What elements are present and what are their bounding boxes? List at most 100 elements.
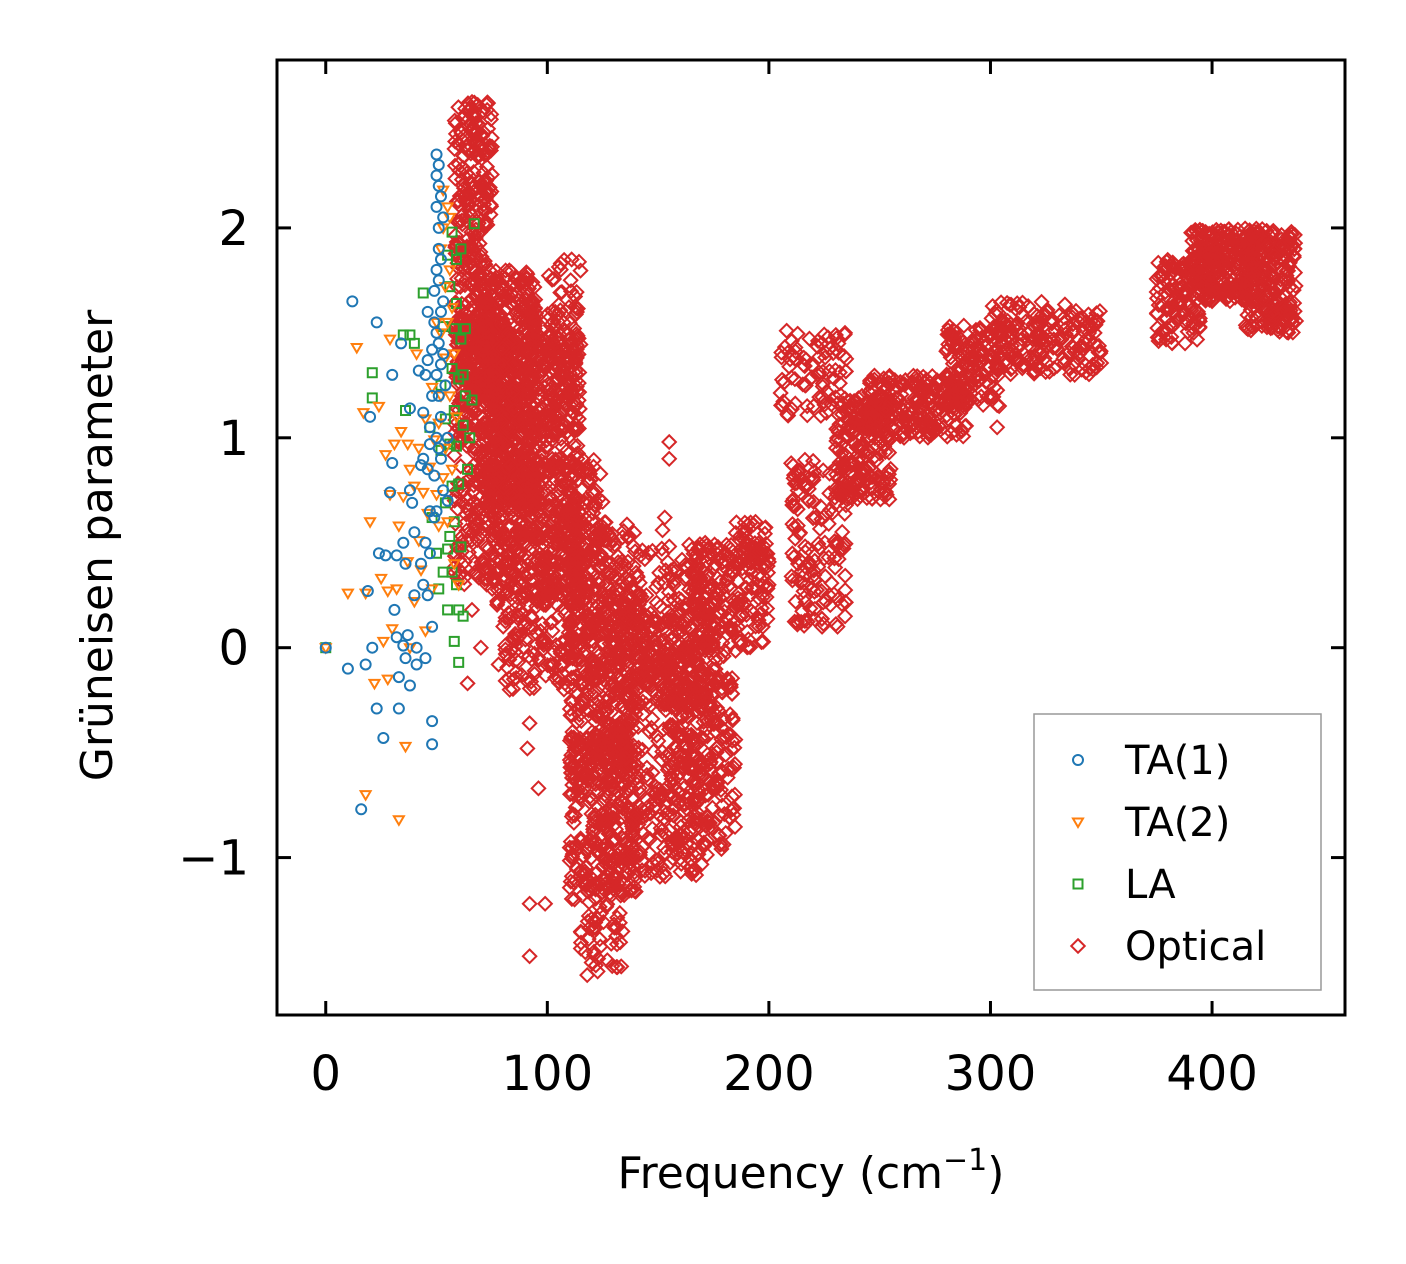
point-optical <box>962 349 980 366</box>
point-optical <box>461 255 479 272</box>
point-optical <box>806 571 823 588</box>
point-optical <box>602 844 619 861</box>
point-optical <box>724 592 741 609</box>
point-optical <box>623 882 640 899</box>
point-optical <box>471 521 488 538</box>
point-optical <box>606 867 623 884</box>
point-optical <box>938 412 955 429</box>
point-optical <box>700 751 717 769</box>
point-optical <box>635 825 652 842</box>
point-optical <box>695 713 712 731</box>
point-optical <box>638 799 656 816</box>
point-optical <box>813 610 831 627</box>
point-optical <box>652 665 669 683</box>
point-optical <box>521 619 538 636</box>
point-optical <box>449 259 467 276</box>
point-optical <box>581 794 598 811</box>
point-optical <box>542 400 559 418</box>
point-optical <box>563 513 580 531</box>
point-optical <box>685 749 702 766</box>
point-optical <box>555 453 572 470</box>
point-optical <box>944 355 962 372</box>
point-optical <box>604 634 621 652</box>
point-optical <box>454 342 471 360</box>
point-optical <box>706 674 723 692</box>
point-optical <box>577 490 595 508</box>
point-optical <box>679 753 696 770</box>
point-optical <box>892 392 909 410</box>
point-optical <box>828 458 845 476</box>
point-optical <box>486 455 503 473</box>
point-optical <box>552 645 570 662</box>
point-optical <box>603 650 620 667</box>
point-optical <box>501 516 519 534</box>
point-optical <box>785 466 803 484</box>
point-optical <box>781 351 799 368</box>
point-optical <box>638 676 655 694</box>
point-optical <box>497 262 514 279</box>
point-optical <box>729 594 746 611</box>
point-optical <box>706 629 724 646</box>
point-optical <box>478 101 496 119</box>
point-optical <box>722 541 739 558</box>
point-optical <box>543 584 560 602</box>
point-optical <box>494 340 511 357</box>
point-optical <box>549 537 567 554</box>
point-optical <box>451 427 468 445</box>
point-optical <box>789 517 806 534</box>
point-optical <box>592 531 609 549</box>
point-optical <box>553 477 570 494</box>
point-optical <box>506 402 523 419</box>
point-optical <box>776 338 794 356</box>
point-optical <box>858 489 876 507</box>
point-optical <box>697 534 714 551</box>
point-optical <box>616 627 634 645</box>
point-optical <box>563 839 581 857</box>
point-optical <box>544 302 561 320</box>
point-optical <box>620 850 637 868</box>
point-optical <box>796 589 813 606</box>
point-optical <box>688 714 706 732</box>
point-optical <box>629 699 646 716</box>
point-optical <box>678 835 695 852</box>
point-optical <box>710 765 728 782</box>
point-optical <box>524 330 541 348</box>
point-optical <box>747 513 764 531</box>
point-optical <box>484 580 501 598</box>
point-optical <box>644 764 661 781</box>
point-optical <box>556 605 574 623</box>
point-optical <box>551 334 568 352</box>
point-optical <box>698 568 716 585</box>
point-optical <box>496 596 513 614</box>
point-optical <box>591 898 608 916</box>
point-optical <box>786 370 804 388</box>
point-optical <box>513 367 530 384</box>
point-optical <box>699 807 716 824</box>
point-optical <box>451 369 468 387</box>
point-optical <box>501 610 519 627</box>
point-optical <box>989 382 1006 399</box>
point-optical <box>453 388 471 405</box>
point-optical <box>543 337 560 354</box>
point-optical <box>837 567 854 584</box>
point-optical <box>529 410 547 427</box>
point-optical <box>810 535 827 552</box>
point-optical <box>504 417 521 435</box>
point-optical <box>605 568 622 586</box>
point-optical <box>631 665 648 682</box>
point-optical <box>871 387 889 404</box>
point-optical <box>960 350 977 367</box>
point-optical <box>574 462 591 480</box>
point-optical <box>571 400 588 418</box>
point-optical <box>662 660 679 677</box>
point-optical <box>497 641 514 658</box>
point-optical <box>490 379 507 397</box>
point-optical <box>540 584 557 601</box>
point-optical <box>805 397 822 415</box>
point-optical <box>711 573 729 591</box>
point-optical <box>979 388 996 406</box>
point-optical <box>594 706 611 723</box>
point-optical <box>456 397 473 414</box>
point-optical <box>607 928 625 945</box>
point-optical <box>633 862 651 879</box>
